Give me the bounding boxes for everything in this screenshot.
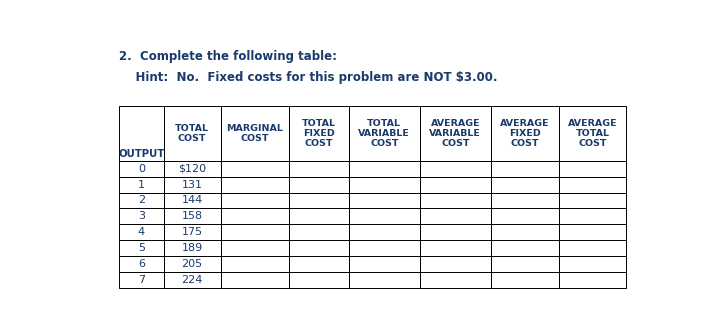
Bar bbox=[349, 177, 419, 193]
Bar bbox=[289, 240, 349, 256]
Bar bbox=[491, 193, 559, 208]
Text: TOTAL
COST: TOTAL COST bbox=[175, 124, 209, 143]
Bar bbox=[220, 177, 289, 193]
Bar bbox=[419, 224, 491, 240]
Bar bbox=[491, 161, 559, 177]
Bar bbox=[419, 240, 491, 256]
Text: 1: 1 bbox=[138, 180, 145, 190]
Bar bbox=[119, 161, 164, 177]
Bar bbox=[164, 161, 220, 177]
Bar bbox=[289, 161, 349, 177]
Bar bbox=[349, 224, 419, 240]
Bar bbox=[491, 106, 559, 161]
Text: 2.  Complete the following table:: 2. Complete the following table: bbox=[119, 50, 337, 63]
Bar bbox=[419, 272, 491, 288]
Bar bbox=[559, 208, 626, 224]
Bar bbox=[220, 161, 289, 177]
Bar bbox=[289, 193, 349, 208]
Text: 6: 6 bbox=[138, 259, 145, 269]
Bar bbox=[559, 161, 626, 177]
Bar bbox=[559, 193, 626, 208]
Bar bbox=[349, 240, 419, 256]
Text: 144: 144 bbox=[181, 196, 203, 206]
Bar bbox=[491, 208, 559, 224]
Text: 2: 2 bbox=[138, 196, 145, 206]
Bar bbox=[419, 193, 491, 208]
Text: 158: 158 bbox=[181, 211, 203, 221]
Bar bbox=[220, 208, 289, 224]
Bar bbox=[419, 177, 491, 193]
Bar bbox=[119, 208, 164, 224]
Bar bbox=[164, 177, 220, 193]
Text: 131: 131 bbox=[182, 180, 203, 190]
Bar bbox=[289, 272, 349, 288]
Bar bbox=[289, 208, 349, 224]
Text: AVERAGE
VARIABLE
COST: AVERAGE VARIABLE COST bbox=[429, 119, 481, 148]
Bar bbox=[419, 161, 491, 177]
Bar bbox=[119, 106, 164, 161]
Bar bbox=[119, 256, 164, 272]
Text: 205: 205 bbox=[181, 259, 203, 269]
Text: 224: 224 bbox=[181, 275, 203, 285]
Bar bbox=[491, 177, 559, 193]
Text: 4: 4 bbox=[138, 227, 145, 237]
Bar bbox=[289, 224, 349, 240]
Bar bbox=[164, 240, 220, 256]
Bar bbox=[349, 256, 419, 272]
Bar bbox=[491, 256, 559, 272]
Bar bbox=[349, 106, 419, 161]
Bar bbox=[559, 177, 626, 193]
Bar bbox=[119, 193, 164, 208]
Text: TOTAL
VARIABLE
COST: TOTAL VARIABLE COST bbox=[358, 119, 410, 148]
Bar bbox=[349, 161, 419, 177]
Text: OUTPUT: OUTPUT bbox=[118, 149, 165, 159]
Bar bbox=[559, 106, 626, 161]
Text: 189: 189 bbox=[181, 243, 203, 253]
Bar bbox=[220, 193, 289, 208]
Bar bbox=[164, 208, 220, 224]
Bar bbox=[164, 256, 220, 272]
Bar bbox=[491, 272, 559, 288]
Bar bbox=[119, 177, 164, 193]
Text: 0: 0 bbox=[138, 164, 145, 174]
Bar bbox=[220, 224, 289, 240]
Bar bbox=[119, 240, 164, 256]
Bar bbox=[559, 240, 626, 256]
Bar bbox=[349, 208, 419, 224]
Bar bbox=[419, 106, 491, 161]
Bar bbox=[419, 256, 491, 272]
Bar bbox=[164, 193, 220, 208]
Text: MARGINAL
COST: MARGINAL COST bbox=[226, 124, 283, 143]
Text: AVERAGE
TOTAL
COST: AVERAGE TOTAL COST bbox=[567, 119, 617, 148]
Text: AVERAGE
FIXED
COST: AVERAGE FIXED COST bbox=[500, 119, 550, 148]
Bar bbox=[164, 272, 220, 288]
Bar bbox=[220, 272, 289, 288]
Bar bbox=[220, 106, 289, 161]
Text: $120: $120 bbox=[178, 164, 206, 174]
Bar bbox=[289, 177, 349, 193]
Bar bbox=[349, 272, 419, 288]
Bar bbox=[220, 256, 289, 272]
Text: Hint:  No.  Fixed costs for this problem are NOT $3.00.: Hint: No. Fixed costs for this problem a… bbox=[119, 70, 498, 84]
Text: 175: 175 bbox=[181, 227, 203, 237]
Bar bbox=[164, 106, 220, 161]
Bar bbox=[289, 256, 349, 272]
Bar bbox=[419, 208, 491, 224]
Text: 5: 5 bbox=[138, 243, 145, 253]
Bar bbox=[491, 224, 559, 240]
Bar bbox=[559, 272, 626, 288]
Bar bbox=[119, 272, 164, 288]
Text: 3: 3 bbox=[138, 211, 145, 221]
Bar bbox=[220, 240, 289, 256]
Bar bbox=[349, 193, 419, 208]
Bar bbox=[119, 224, 164, 240]
Text: 7: 7 bbox=[138, 275, 145, 285]
Bar bbox=[491, 240, 559, 256]
Bar bbox=[164, 224, 220, 240]
Text: TOTAL
FIXED
COST: TOTAL FIXED COST bbox=[302, 119, 336, 148]
Bar bbox=[559, 224, 626, 240]
Bar bbox=[289, 106, 349, 161]
Bar bbox=[559, 256, 626, 272]
